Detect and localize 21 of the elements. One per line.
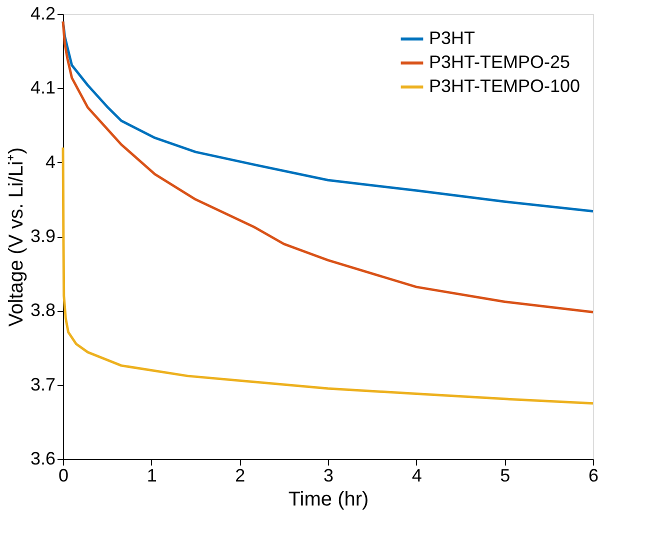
line-series <box>62 20 594 314</box>
y-axis-title: Voltage (V vs. Li/Li⁺) <box>5 147 28 327</box>
legend-label: P3HT-TEMPO-100 <box>429 76 580 96</box>
legend-label: P3HT-TEMPO-25 <box>429 52 570 72</box>
x-tick-label: 5 <box>500 466 510 486</box>
x-tick-label: 2 <box>235 466 246 486</box>
y-tick-label: 3.8 <box>30 300 56 320</box>
x-tick-label: 6 <box>588 466 599 486</box>
y-tick-label: 4.1 <box>30 78 56 98</box>
y-tick-label: 3.6 <box>30 448 56 468</box>
y-tick-label: 3.7 <box>30 374 56 394</box>
x-tick-label: 0 <box>58 466 69 486</box>
y-tick-label: 4 <box>45 152 56 172</box>
line-series <box>62 146 594 405</box>
y-tick-label: 4.2 <box>30 4 56 24</box>
legend-label: P3HT <box>429 28 476 48</box>
x-axis-title: Time (hr) <box>288 488 369 510</box>
x-tick-label: 1 <box>146 466 157 486</box>
x-tick-label: 4 <box>412 466 422 486</box>
y-tick-label: 3.9 <box>30 226 56 246</box>
x-tick-label: 3 <box>323 466 334 486</box>
